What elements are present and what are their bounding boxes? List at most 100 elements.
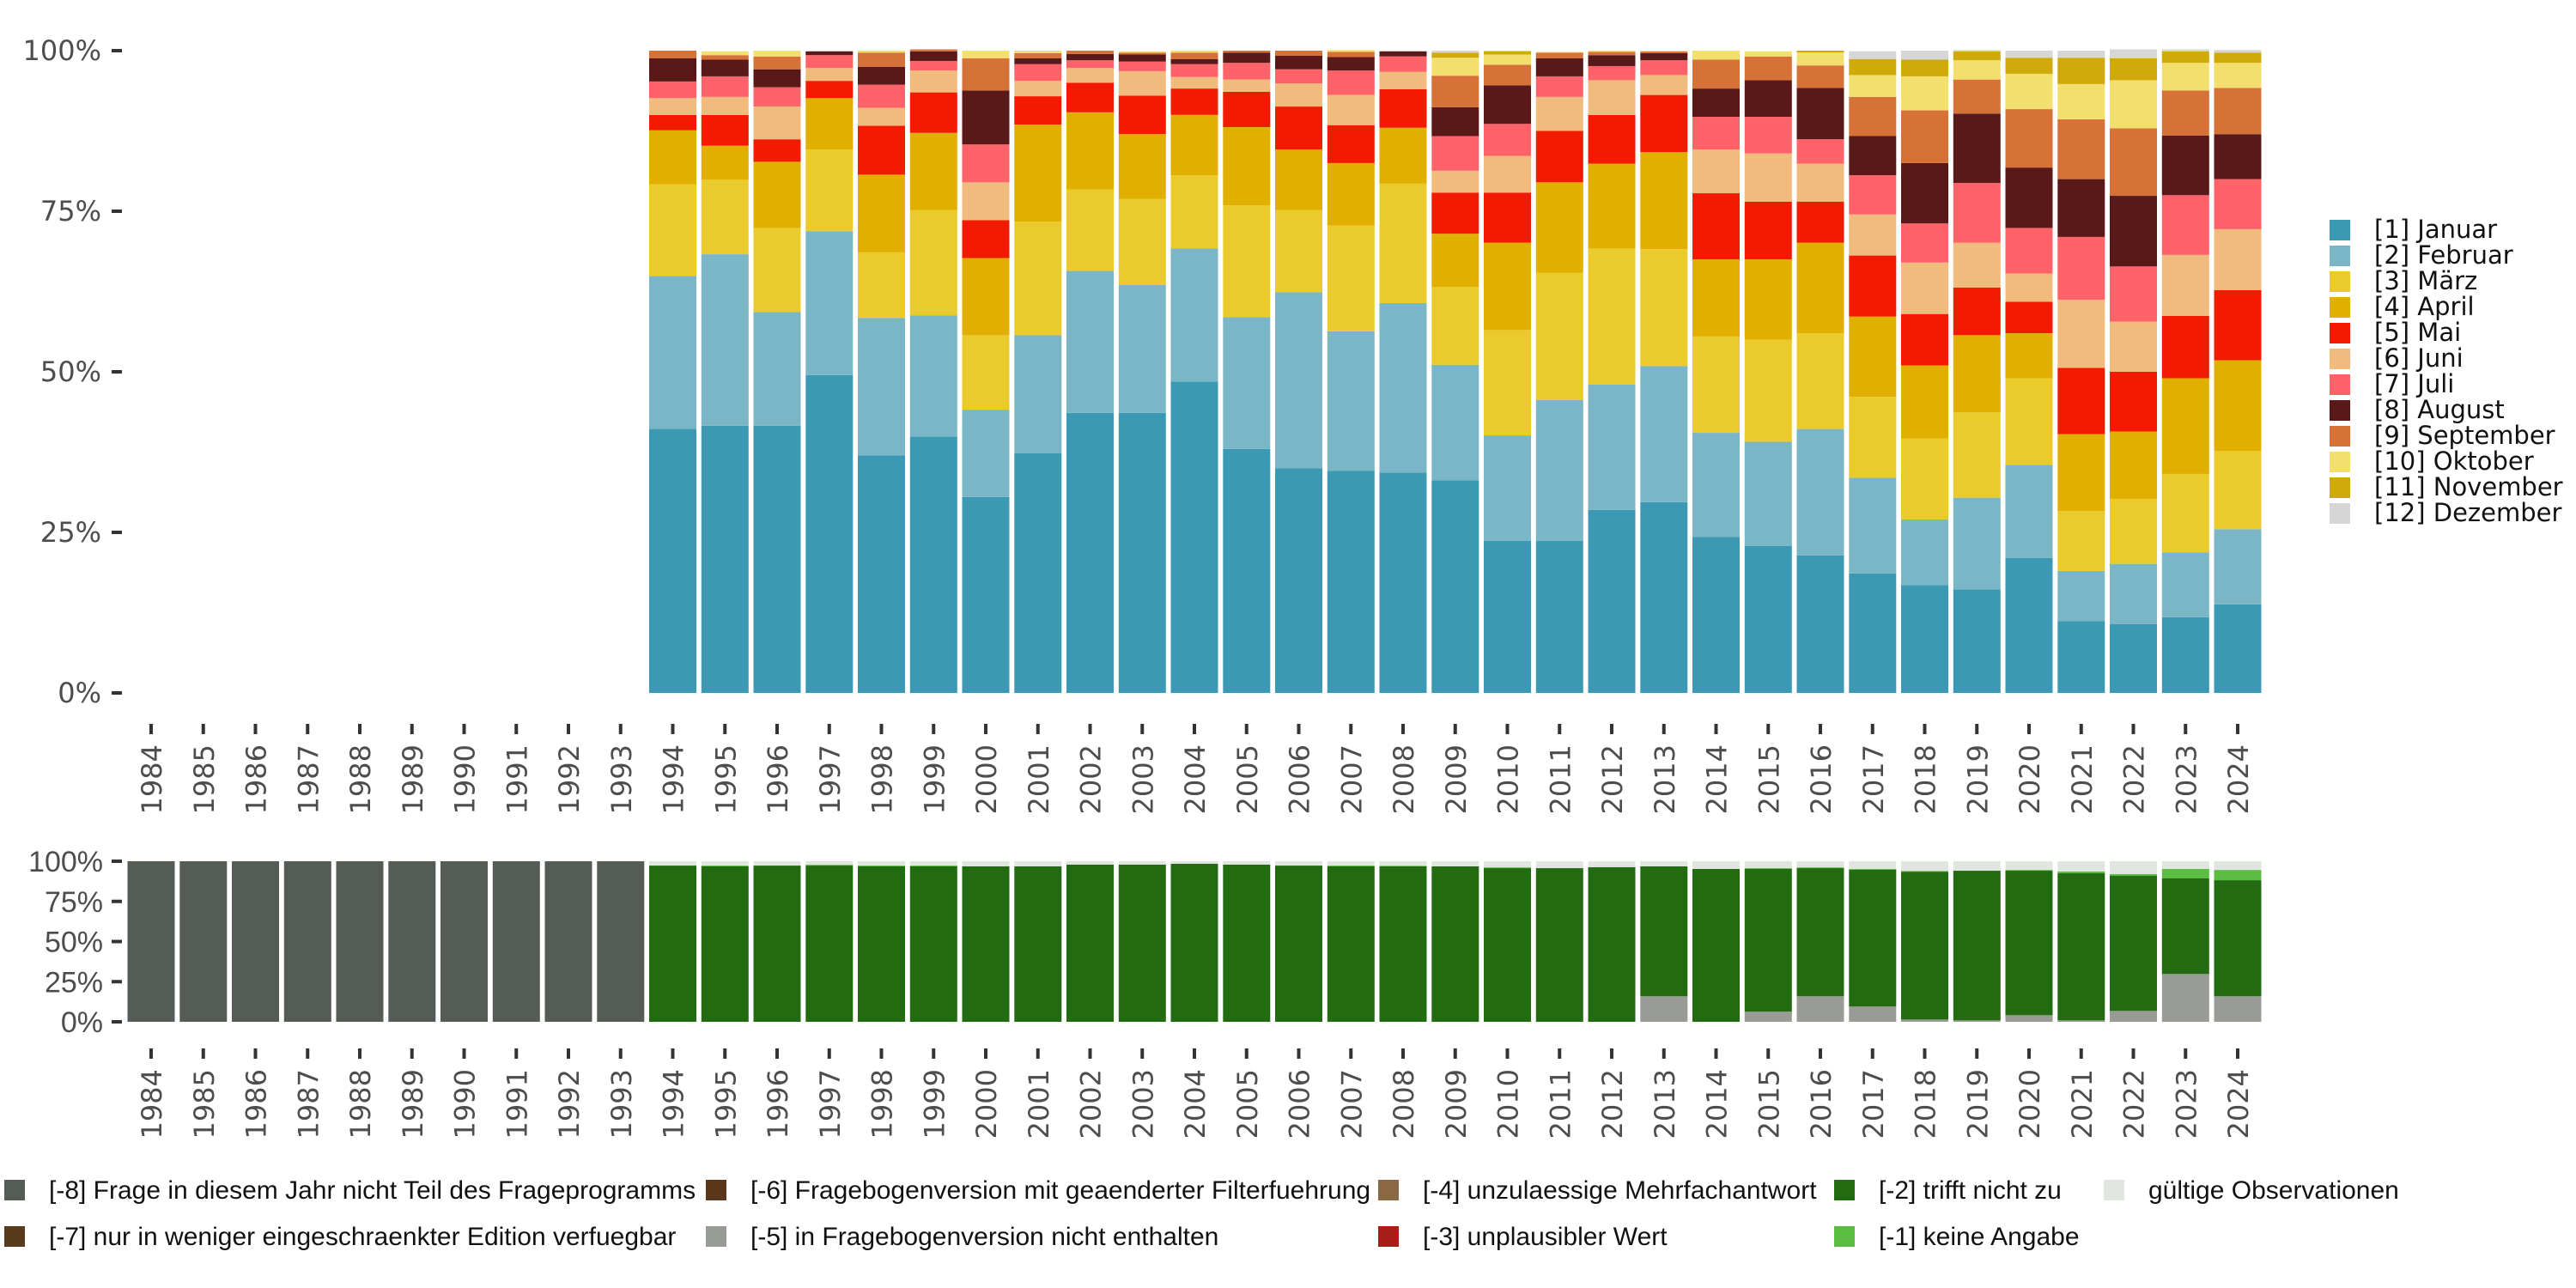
bar-segment-2008-s6 [1379,866,1427,1022]
legend-item: [4] April [2330,292,2475,321]
legend-item: [9] September [2330,421,2555,450]
legend-swatch [2330,426,2350,447]
bottom-chart-legend: [-8] Frage in diesem Jahr nicht Teil des… [4,1176,2399,1251]
bar-stack-1990 [440,861,488,1022]
bar-segment-2024-s0 [2214,604,2262,693]
bar-segment-1998-s8 [858,861,905,866]
bar-segment-2004-s9 [1170,51,1218,53]
bar-segment-1994-s4 [649,114,696,131]
bar-segment-2007-s8 [1327,861,1375,866]
bar-segment-2018-s11 [1901,51,1948,60]
bar-segment-2023-s0 [2161,617,2209,693]
bar-segment-2000-s9 [962,51,1010,58]
legend-swatch [706,1180,726,1200]
bar-stack-2002 [1066,861,1114,1022]
x-tick-label: 1999 [918,744,951,814]
bar-segment-2004-s4 [1170,88,1218,115]
bar-segment-1997-s3 [805,98,854,150]
bar-segment-2004-s1 [1170,248,1218,382]
bar-segment-2001-s8 [1014,52,1062,58]
bottom-legend-item: [-2] trifft nicht zu [1834,1176,2062,1205]
bar-segment-2016-s8 [1796,65,1844,88]
bar-segment-2022-s2 [2110,499,2157,564]
bar-segment-2000-s2 [962,335,1010,410]
x-tick-label: 2004 [1179,1069,1212,1139]
bar-segment-2020-s2 [2005,378,2053,465]
bar-segment-1997-s1 [805,231,854,375]
bar-segment-1994-s1 [649,276,696,429]
bar-segment-2006-s8 [1275,861,1322,866]
bar-segment-1994-s2 [649,184,696,276]
bar-segment-1996-s2 [753,228,801,313]
bar-segment-2009-s10 [1431,52,1479,58]
bar-segment-2003-s3 [1118,134,1166,199]
bar-segment-2021-s11 [2057,51,2105,58]
bar-segment-2018-s0 [1901,585,1948,693]
x-tick-label: 2014 [1701,744,1734,814]
bar-segment-2005-s4 [1223,91,1271,128]
bar-segment-2014-s8 [1692,59,1740,89]
bar-segment-1991-s0 [492,861,540,1022]
legend-item: [3] März [2330,266,2477,295]
x-tick-label: 1991 [501,1069,533,1139]
legend-swatch [2330,220,2350,240]
bar-segment-2020-s3 [2005,333,2053,379]
bottom-legend-item: [-1] keine Angabe [1834,1223,2080,1251]
x-tick-label: 2012 [1596,744,1629,814]
bottom-legend-item: [-7] nur in weniger eingeschraenkter Edi… [4,1223,676,1251]
bar-stack-1987 [283,861,331,1022]
bar-segment-2014-s4 [1692,193,1740,260]
bar-segment-2013-s6 [1640,60,1688,76]
bar-segment-2001-s5 [1014,81,1062,97]
legend-swatch [1834,1180,1855,1200]
bar-stack-2015 [1744,861,1792,1022]
bar-stack-1998 [858,861,905,1022]
bar-segment-2005-s2 [1223,205,1271,318]
bar-segment-1997-s6 [805,55,854,69]
x-tick-label: 2005 [1231,1069,1264,1139]
bar-stack-2021 [2057,51,2105,693]
bar-segment-2018-s7 [1901,871,1948,872]
bar-segment-2015-s0 [1744,545,1792,693]
bar-segment-1996-s4 [753,139,801,162]
bar-segment-2002-s0 [1066,412,1114,693]
bar-segment-2023-s3 [2161,378,2209,474]
x-tick-label: 1992 [553,744,586,814]
bar-stack-2001 [1014,861,1062,1022]
bar-segment-2024-s2 [2214,451,2262,530]
bar-segment-2020-s11 [2005,51,2053,58]
bar-segment-2023-s6 [2161,195,2209,255]
x-tick-label: 1985 [188,1069,221,1139]
bar-stack-1999 [909,861,957,1022]
x-tick-label: 1992 [553,1069,586,1139]
bar-segment-2019-s9 [1953,60,2001,80]
x-tick-label: 2008 [1388,744,1420,814]
bar-segment-2022-s11 [2110,49,2157,58]
bar-stack-1993 [597,861,645,1022]
bar-segment-2018-s10 [1901,59,1948,76]
bar-segment-1999-s4 [909,92,957,133]
x-tick-label: 1990 [449,744,482,814]
bar-segment-2010-s1 [1484,435,1531,541]
bar-segment-2011-s2 [1535,272,1583,400]
bar-segment-2014-s7 [1692,88,1740,118]
bar-segment-2019-s3 [1953,1020,2001,1022]
legend-label: [10] Oktober [2374,447,2534,476]
bar-segment-2022-s5 [2110,321,2157,372]
bar-segment-1996-s6 [753,866,801,1022]
bar-segment-2004-s8 [1170,861,1218,864]
legend-swatch [4,1180,25,1200]
bar-segment-2018-s3 [1901,1019,1948,1022]
top-chart-legend: [1] Januar[2] Februar[3] März[4] April[5… [2330,215,2563,527]
bottom-legend-item: [-5] in Fragebogenversion nicht enthalte… [706,1223,1218,1251]
bar-segment-2006-s6 [1275,866,1322,1022]
legend-label: [5] Mai [2374,318,2461,347]
legend-label: [4] April [2374,292,2475,321]
bar-segment-2006-s5 [1275,83,1322,107]
x-tick-label: 2019 [1961,1069,1994,1139]
bar-segment-1996-s3 [753,161,801,228]
bar-stack-2003 [1118,861,1166,1022]
bar-segment-2023-s11 [2161,49,2209,52]
x-tick-label: 1985 [188,744,221,814]
bar-segment-2022-s9 [2110,80,2157,129]
